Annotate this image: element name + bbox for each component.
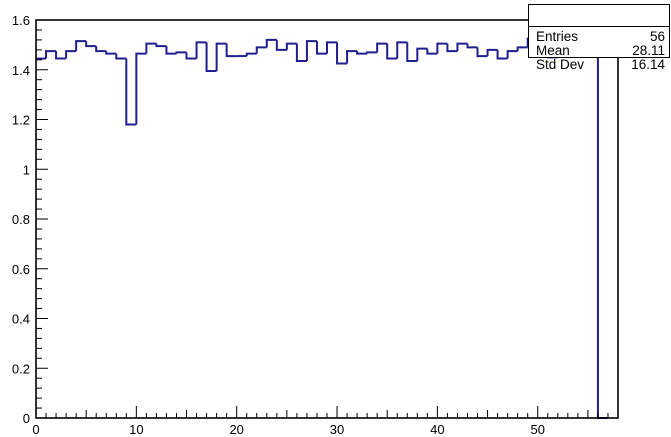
histogram-bin-42	[456, 42, 468, 52]
y-tick-label: 1.4	[12, 63, 30, 78]
histogram-bin-37	[406, 42, 418, 63]
histogram-bin-24	[275, 39, 287, 51]
histogram-bin-1	[45, 50, 57, 59]
stats-value-entries: 56	[649, 29, 665, 44]
histogram-bin-5	[85, 41, 97, 48]
histogram-bin-31	[346, 50, 358, 64]
histogram-bin-17	[205, 42, 217, 72]
histogram-bin-35	[386, 43, 398, 60]
histogram-bin-13	[165, 46, 177, 55]
histogram-bin-43	[466, 43, 478, 49]
histogram-bin-56	[596, 52, 608, 419]
stats-box: Entries 56 Mean 28.11 Std Dev 16.14	[528, 4, 670, 72]
histogram-bin-46	[496, 49, 508, 60]
histogram-bin-16	[195, 41, 207, 59]
histogram-bin-29	[326, 41, 338, 54]
histogram-bin-39	[426, 48, 438, 55]
histogram-bin-12	[155, 43, 167, 48]
y-tick-label: 0.6	[12, 262, 30, 277]
histogram-bin-4	[75, 40, 87, 52]
histogram-bin-15	[185, 52, 197, 60]
histogram-bin-45	[486, 48, 498, 57]
x-tick-label: 0	[32, 422, 39, 437]
histogram-bin-27	[305, 40, 317, 62]
histogram-bin-33	[366, 51, 378, 54]
histogram-bin-8	[115, 53, 127, 60]
histogram-bin-18	[215, 42, 227, 71]
histogram-bin-14	[175, 51, 187, 54]
histogram-bin-21	[245, 52, 257, 57]
stats-label-entries: Entries	[536, 29, 579, 44]
stats-value-stddev: 16.14	[631, 57, 665, 72]
x-tick-label: 30	[330, 422, 344, 437]
histogram-bin-10	[135, 52, 147, 125]
histogram-bin-7	[105, 51, 117, 55]
stats-row-entries: Entries 56	[536, 29, 665, 44]
histogram-bin-26	[295, 43, 307, 63]
histogram-bin-47	[506, 50, 518, 59]
plot-frame	[35, 19, 619, 419]
histogram-bin-2	[55, 51, 67, 60]
histogram-bin-48	[516, 46, 528, 52]
histogram-bin-11	[145, 42, 157, 54]
histogram-bin-41	[446, 43, 458, 53]
histogram-bin-3	[65, 50, 77, 59]
stats-row-stddev: Std Dev 16.14	[536, 57, 665, 72]
x-tick-label: 50	[530, 422, 544, 437]
y-tick-label: 1.2	[12, 113, 30, 128]
y-tick-label: 0.4	[12, 312, 30, 327]
histogram-bin-22	[255, 46, 267, 54]
histogram-bin-44	[476, 47, 488, 58]
stats-title	[529, 5, 669, 27]
histogram-bin-36	[396, 41, 408, 59]
x-tick-label: 40	[430, 422, 444, 437]
stats-value-mean: 28.11	[632, 43, 665, 58]
histogram-bin-28	[315, 41, 327, 55]
y-tick-label: 1	[23, 162, 30, 177]
histogram-bin-34	[376, 42, 388, 53]
x-tick-label: 20	[229, 422, 243, 437]
histogram-bin-25	[285, 42, 297, 50]
stats-label-stddev: Std Dev	[536, 57, 585, 72]
histogram-bin-38	[416, 47, 428, 62]
histogram-bin-30	[336, 42, 348, 65]
x-tick-label: 10	[129, 422, 143, 437]
y-tick-label: 0	[23, 411, 30, 426]
histogram-bin-40	[436, 42, 448, 54]
histogram-bin-23	[265, 38, 277, 48]
histogram-bin-32	[356, 51, 368, 55]
stats-row-mean: Mean 28.11	[536, 43, 665, 58]
y-tick-label: 0.2	[12, 361, 30, 376]
y-tick-label: 1.6	[12, 13, 30, 28]
y-tick-label: 0.8	[12, 212, 30, 227]
histogram-bin-6	[95, 46, 107, 53]
histogram-bin-19	[225, 43, 237, 58]
stats-label-mean: Mean	[536, 43, 570, 58]
histogram-bin-9	[125, 58, 137, 126]
